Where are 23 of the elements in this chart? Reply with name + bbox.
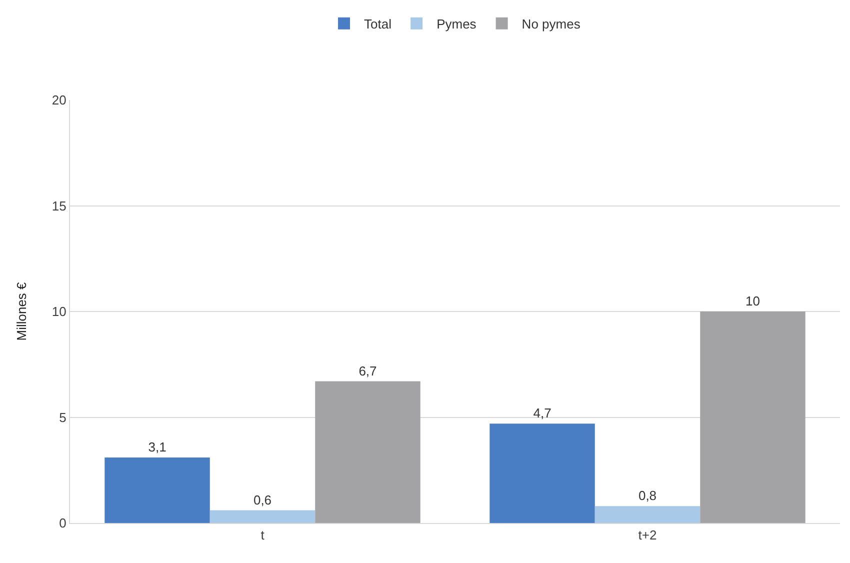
legend-label: Pymes — [436, 16, 477, 32]
bar — [594, 506, 700, 523]
data-label: 0,8 — [638, 488, 657, 504]
x-tick-label: t+2 — [638, 528, 657, 543]
y-tick-label: 0 — [59, 516, 66, 531]
y-tick-label: 15 — [52, 198, 66, 214]
data-label: 10 — [746, 294, 760, 308]
legend-label: Total — [364, 16, 392, 32]
x-tick-label: t — [260, 528, 265, 543]
bar — [104, 457, 210, 523]
data-label: 0,6 — [253, 492, 272, 508]
bar — [210, 510, 316, 523]
bar — [315, 381, 420, 523]
data-label: 3,1 — [148, 439, 166, 454]
data-label: 6,7 — [358, 363, 377, 378]
y-tick-label: 5 — [59, 410, 66, 425]
y-axis-title: Millones € — [14, 281, 29, 341]
legend-label: No pymes — [522, 16, 581, 32]
bar — [490, 424, 595, 523]
y-tick-label: 20 — [52, 92, 66, 108]
data-label: 4,7 — [533, 406, 552, 421]
bar — [700, 312, 806, 523]
y-tick-label: 10 — [52, 304, 66, 320]
